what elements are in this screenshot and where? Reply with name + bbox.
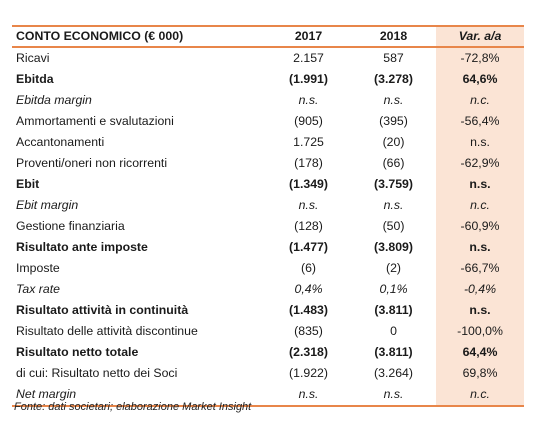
value-2018: (3.278) (374, 72, 413, 86)
row-label: Risultato attività in continuità (16, 303, 189, 317)
value-2017: (835) (294, 324, 323, 338)
value-2018: (3.811) (374, 303, 413, 317)
row-label: Tax rate (16, 282, 60, 296)
value-variation: n.s. (436, 237, 524, 258)
value-2018: 587 (383, 51, 404, 65)
table-row: di cui: Risultato netto dei Soci (1.922) (… (12, 363, 524, 384)
table-row: Ebitda margin n.s. n.s. n.c. (12, 90, 524, 111)
value-2017: 1.725 (293, 135, 324, 149)
row-label: Ebitda (16, 72, 54, 86)
value-variation: n.s. (436, 132, 524, 153)
value-variation: n.s. (436, 174, 524, 195)
row-label: Ricavi (16, 51, 50, 65)
value-2018: (66) (382, 156, 405, 170)
row-label: Ebit margin (16, 198, 79, 212)
table-row: Risultato delle attività discontinue (835… (12, 321, 524, 342)
row-label: Risultato delle attività discontinue (16, 324, 198, 338)
value-2017: (2.318) (289, 345, 328, 359)
row-label: Net margin (12, 384, 266, 407)
value-2018: (50) (382, 219, 405, 233)
value-2018: n.s. (383, 198, 404, 212)
table-row: Net margin n.s. n.s. n.c. (12, 384, 524, 407)
table-header-row: CONTO ECONOMICO (€ 000) 2017 2018 Var. a… (12, 25, 524, 48)
value-2017: (1.349) (289, 177, 328, 191)
value-variation: -56,4% (436, 111, 524, 132)
table-row: Tax rate 0,4% 0,1% -0,4% (12, 279, 524, 300)
value-2017: (905) (294, 114, 323, 128)
source-note: Fonte: dati societari; elaborazione Mark… (14, 401, 252, 413)
value-2017: 0,4% (294, 282, 323, 296)
table-row: Ricavi 2.157 587 -72,8% (12, 47, 524, 69)
value-variation: n.c. (436, 90, 524, 111)
value-2018: n.s. (383, 93, 404, 107)
value-variation: n.c. (436, 384, 524, 407)
value-2018: (3.809) (374, 240, 413, 254)
value-2017: (128) (294, 219, 323, 233)
table-row: Ebit margin n.s. n.s. n.c. (12, 195, 524, 216)
value-2017: 2.157 (293, 51, 324, 65)
value-2017: n.s. (298, 93, 319, 107)
table-row: Ebitda (1.991) (3.278) 64,6% (12, 69, 524, 90)
header-variation: Var. a/a (436, 25, 524, 48)
value-2017: n.s. (298, 198, 319, 212)
table-row: Imposte (6) (2) -66,7% (12, 258, 524, 279)
value-variation: 64,6% (436, 69, 524, 90)
income-statement-table: CONTO ECONOMICO (€ 000) 2017 2018 Var. a… (12, 25, 524, 407)
table-row: Risultato attività in continuità (1.483) (… (12, 300, 524, 321)
header-2018: 2018 (351, 25, 436, 48)
value-2017: (1.922) (289, 366, 328, 380)
value-variation: 64,4% (436, 342, 524, 363)
row-label: Gestione finanziaria (16, 219, 125, 233)
value-2017: (178) (294, 156, 323, 170)
table-row: Accantonamenti 1.725 (20) n.s. (12, 132, 524, 153)
table-row: Gestione finanziaria (128) (50) -60,9% (12, 216, 524, 237)
header-label: CONTO ECONOMICO (€ 000) (12, 25, 266, 48)
row-label: Ebitda margin (16, 93, 92, 107)
row-label: Imposte (16, 261, 60, 275)
value-2017: (1.991) (289, 72, 328, 86)
value-variation: -100,0% (436, 321, 524, 342)
table-row: Ebit (1.349) (3.759) n.s. (12, 174, 524, 195)
row-label: Accantonamenti (16, 135, 105, 149)
value-2018: (3.759) (374, 177, 413, 191)
value-2018: (20) (382, 135, 405, 149)
value-2017: (1.483) (289, 303, 328, 317)
value-2018: (3.264) (374, 366, 413, 380)
row-label: Proventi/oneri non ricorrenti (16, 156, 168, 170)
row-label: Ammortamenti e svalutazioni (16, 114, 174, 128)
value-variation: -66,7% (436, 258, 524, 279)
row-label: Risultato netto totale (16, 345, 139, 359)
value-2018: 0 (390, 324, 397, 338)
value-2018: (2) (385, 261, 402, 275)
value-2018: 0,1% (379, 282, 408, 296)
value-2018: (3.811) (374, 345, 413, 359)
table-row: Risultato ante imposte (1.477) (3.809) n.s. (12, 237, 524, 258)
value-variation: -62,9% (436, 153, 524, 174)
income-statement-table-container: CONTO ECONOMICO (€ 000) 2017 2018 Var. a… (12, 25, 524, 407)
row-label: Risultato ante imposte (16, 240, 148, 254)
row-label: Ebit (16, 177, 40, 191)
value-2018: n.s. (351, 384, 436, 407)
value-variation: 69,8% (436, 363, 524, 384)
value-variation: -0,4% (436, 279, 524, 300)
table-row: Ammortamenti e svalutazioni (905) (395) -56… (12, 111, 524, 132)
value-variation: n.s. (436, 300, 524, 321)
header-2017: 2017 (266, 25, 351, 48)
value-variation: -72,8% (436, 47, 524, 69)
table-row: Proventi/oneri non ricorrenti (178) (66) -6… (12, 153, 524, 174)
value-2017: (6) (300, 261, 317, 275)
value-2017: n.s. (266, 384, 351, 407)
value-variation: -60,9% (436, 216, 524, 237)
row-label: di cui: Risultato netto dei Soci (16, 366, 178, 380)
value-variation: n.c. (436, 195, 524, 216)
table-row: Risultato netto totale (2.318) (3.811) 64,4… (12, 342, 524, 363)
value-2017: (1.477) (289, 240, 328, 254)
value-2018: (395) (379, 114, 408, 128)
